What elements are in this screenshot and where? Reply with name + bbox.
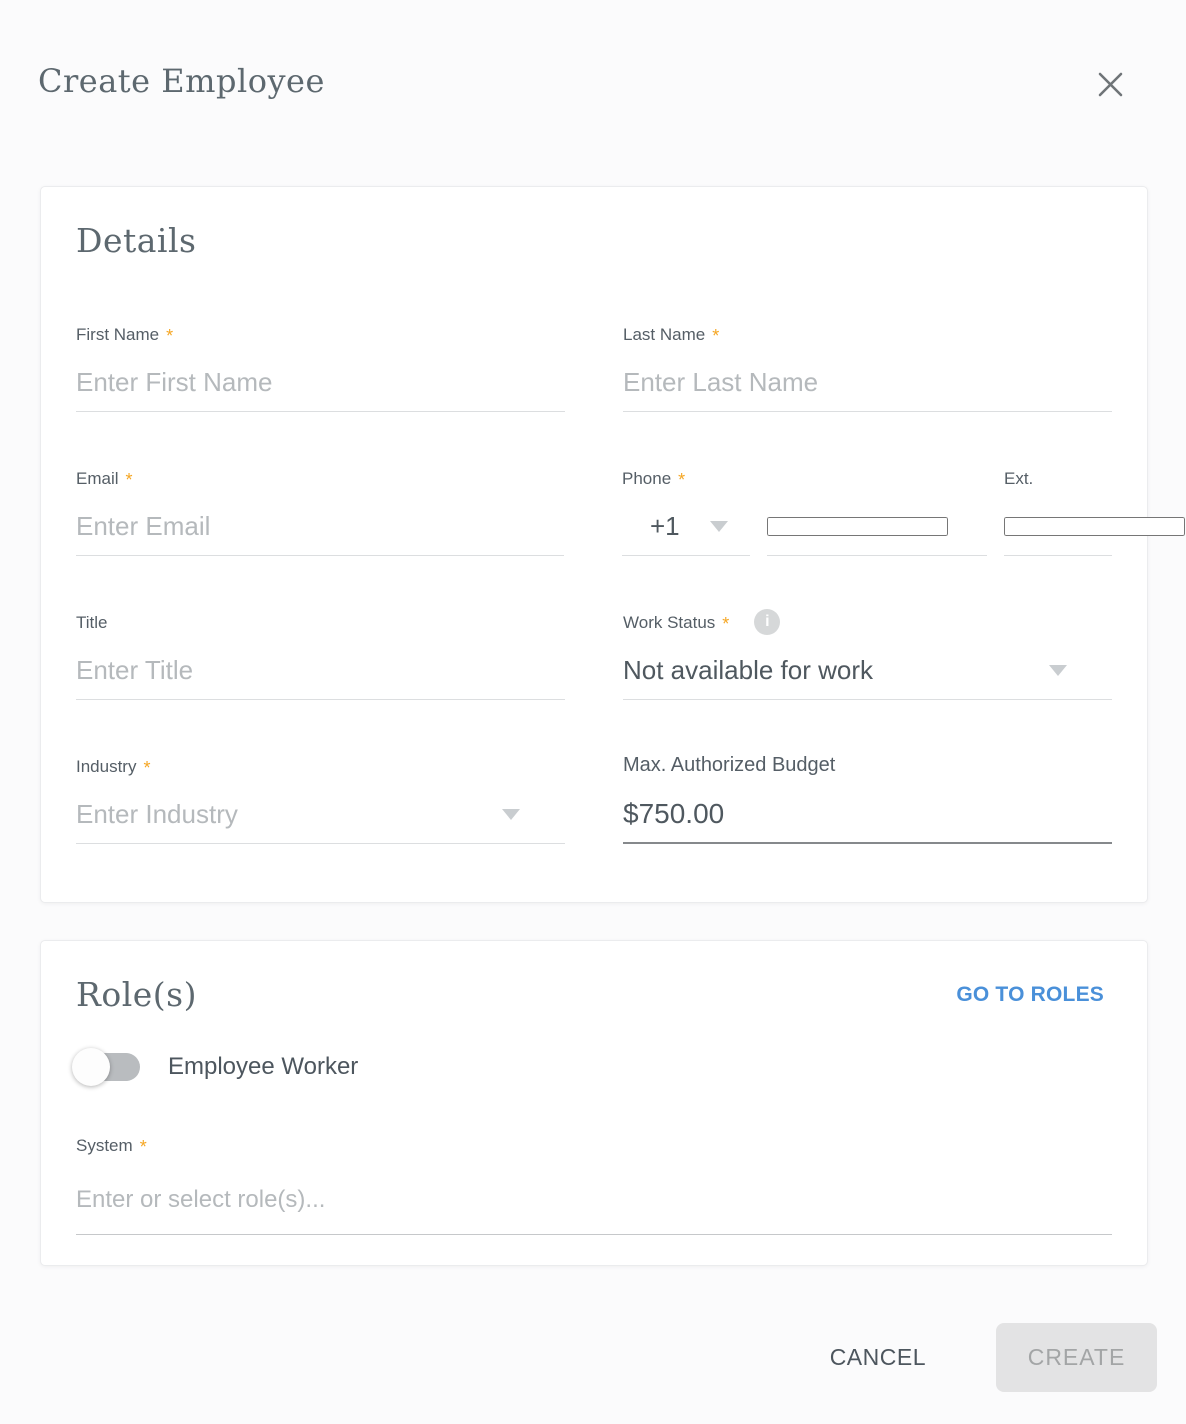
country-code-value: +1: [650, 511, 680, 541]
required-marker: *: [125, 470, 133, 490]
roles-card: Role(s) GO TO ROLES Employee Worker Syst…: [40, 940, 1148, 1266]
required-marker: *: [139, 1137, 147, 1157]
industry-label-row: Industry *: [76, 754, 565, 777]
title-label-row: Title: [76, 610, 565, 633]
create-button[interactable]: CREATE: [996, 1323, 1157, 1392]
system-label-row: System *: [76, 1133, 1112, 1156]
email-label-row: Email *: [76, 466, 564, 489]
system-label: System: [76, 1136, 133, 1155]
budget-control: [623, 786, 1112, 844]
ext-control: [1004, 498, 1185, 556]
first-name-control: [76, 354, 565, 412]
phone-number-input[interactable]: [767, 517, 948, 536]
title-status-row: Title Work Status * i Not available for …: [76, 609, 1112, 700]
country-code-select[interactable]: +1: [622, 498, 750, 556]
work-status-field: Work Status * i Not available for work: [623, 609, 1112, 700]
email-control: [76, 498, 564, 556]
close-button[interactable]: [1092, 66, 1128, 102]
ext-label: Ext.: [1004, 469, 1034, 488]
email-label: Email: [76, 469, 119, 488]
employee-worker-row: Employee Worker: [72, 1048, 359, 1086]
title-control: [76, 642, 565, 700]
cancel-button[interactable]: CANCEL: [820, 1334, 936, 1381]
last-name-field: Last Name *: [623, 322, 1112, 412]
required-marker: *: [143, 758, 151, 778]
industry-placeholder: Enter Industry: [76, 799, 238, 829]
last-name-label-row: Last Name *: [623, 322, 1112, 345]
page-title: Create Employee: [38, 62, 325, 100]
chevron-down-icon: [709, 521, 728, 532]
budget-field: Max. Authorized Budget: [623, 754, 1112, 844]
work-status-value: Not available for work: [623, 655, 873, 685]
phone-field: Phone * Ext. +1: [622, 466, 1185, 556]
first-name-label: First Name: [76, 325, 160, 344]
info-icon[interactable]: i: [754, 609, 781, 635]
last-name-label: Last Name: [623, 325, 706, 344]
contact-row: Email * Phone * Ext. +1: [76, 466, 1185, 556]
title-field: Title: [76, 610, 565, 700]
email-input[interactable]: [76, 511, 564, 542]
work-status-label-row: Work Status * i: [623, 609, 1112, 635]
employee-worker-toggle[interactable]: [72, 1048, 140, 1086]
industry-label: Industry: [76, 757, 137, 776]
employee-worker-label: Employee Worker: [168, 1053, 359, 1080]
work-status-select[interactable]: Not available for work: [623, 642, 1112, 700]
required-marker: *: [722, 614, 730, 634]
details-heading: Details: [76, 221, 197, 260]
budget-label: Max. Authorized Budget: [623, 754, 836, 776]
details-card: Details First Name * Last Name *: [40, 186, 1185, 903]
required-marker: *: [166, 326, 174, 346]
first-name-field: First Name *: [76, 322, 565, 412]
system-roles-input[interactable]: [76, 1185, 1112, 1214]
close-icon: [1097, 71, 1124, 98]
work-status-label: Work Status: [623, 613, 716, 632]
system-field: System *: [76, 1133, 1112, 1235]
title-label: Title: [76, 613, 108, 632]
title-input[interactable]: [76, 655, 565, 686]
industry-select[interactable]: Enter Industry: [76, 786, 565, 844]
budget-input[interactable]: [623, 798, 1112, 830]
required-marker: *: [678, 470, 686, 490]
first-name-label-row: First Name *: [76, 322, 565, 345]
details-fields: First Name * Last Name *: [76, 322, 1185, 844]
budget-label-row: Max. Authorized Budget: [623, 754, 1112, 777]
footer-actions: CANCEL CREATE: [820, 1323, 1157, 1392]
email-field: Email *: [76, 466, 564, 556]
phone-number-control: [767, 498, 987, 556]
industry-field: Industry * Enter Industry: [76, 754, 565, 844]
last-name-input[interactable]: [623, 367, 1112, 398]
ext-input[interactable]: [1004, 517, 1185, 536]
required-marker: *: [712, 326, 720, 346]
toggle-knob: [72, 1048, 110, 1086]
name-row: First Name * Last Name *: [76, 322, 1112, 412]
industry-budget-row: Industry * Enter Industry Max. Authorize…: [76, 754, 1112, 844]
chevron-down-icon: [1049, 665, 1067, 676]
first-name-input[interactable]: [76, 367, 565, 398]
phone-label-row: Phone * Ext.: [622, 466, 1112, 489]
chevron-down-icon: [502, 809, 520, 820]
last-name-control: [623, 354, 1112, 412]
system-control: [76, 1165, 1112, 1235]
go-to-roles-link[interactable]: GO TO ROLES: [956, 983, 1104, 1006]
phone-group: +1: [622, 498, 1185, 556]
roles-heading: Role(s): [76, 975, 197, 1014]
phone-label: Phone: [622, 469, 672, 488]
